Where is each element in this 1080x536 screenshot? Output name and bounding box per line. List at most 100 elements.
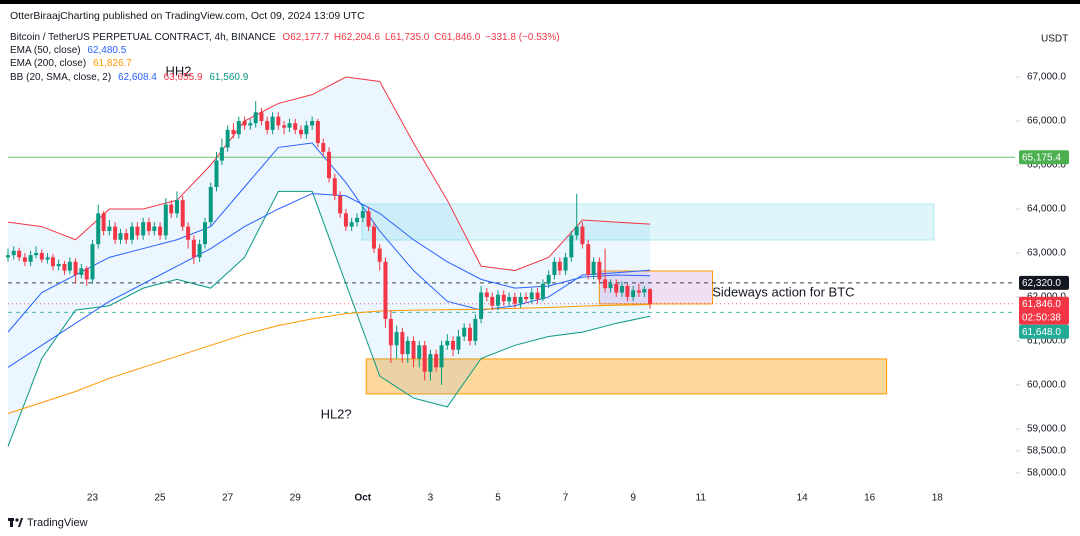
- candle-body: [495, 294, 500, 306]
- price-label: 61,648.0: [1022, 327, 1061, 338]
- candle-body: [6, 255, 10, 258]
- x-tick-label: 18: [932, 493, 944, 504]
- candle-body: [462, 327, 467, 337]
- x-tick-label: 27: [222, 493, 234, 504]
- price-label-box: [1019, 324, 1069, 339]
- candle-body: [377, 248, 382, 262]
- candle-body: [501, 294, 506, 302]
- candle-body: [208, 186, 213, 223]
- candle-body: [434, 354, 439, 368]
- candle-body: [186, 226, 191, 240]
- zone: [361, 203, 935, 241]
- candle-body: [321, 143, 326, 152]
- price-label: 62,320.0: [1022, 278, 1061, 289]
- candle-body: [512, 296, 517, 304]
- plot: 67,000.0 66,000.0 65,000.0 64,000.0 63,000.0…: [6, 63, 1069, 504]
- candle-body: [219, 147, 224, 161]
- candle-body: [287, 123, 292, 128]
- candle-body: [152, 226, 157, 231]
- candle-body: [405, 340, 410, 355]
- x-tick-label: 11: [696, 493, 707, 504]
- candle-body: [50, 257, 55, 267]
- annotation: HH2: [165, 63, 191, 78]
- candle-body: [265, 121, 270, 130]
- bb-band: [7, 76, 651, 272]
- bb-fill: [8, 77, 651, 447]
- candle-body: [603, 279, 608, 289]
- candle-body: [597, 261, 602, 280]
- candle-body: [563, 257, 568, 271]
- x-tick-label: 23: [87, 493, 99, 504]
- candle-body: [529, 292, 534, 300]
- candle-body: [608, 283, 613, 289]
- candle-body: [17, 250, 22, 258]
- candle-body: [253, 112, 258, 124]
- candle-body: [225, 129, 230, 148]
- candle-body: [124, 233, 129, 240]
- annotation: HL2?: [321, 406, 352, 421]
- candle-body: [524, 296, 529, 300]
- candle-body: [163, 204, 168, 236]
- countdown: 02:50:38: [1022, 312, 1061, 323]
- candle-body: [467, 327, 472, 341]
- price-label: 65,175.4: [1022, 152, 1061, 163]
- ohlc: O62,177.7: [282, 32, 330, 43]
- candle-body: [197, 244, 202, 258]
- bb-band: [7, 190, 651, 447]
- candle-body: [270, 116, 275, 130]
- x-tick-label: 7: [563, 493, 569, 504]
- candle-body: [34, 252, 39, 256]
- candle-body: [118, 233, 123, 240]
- candle-body: [349, 222, 354, 227]
- candle-body: [248, 123, 253, 126]
- symbol-legend: Bitcoin / TetherUS PERPETUAL CONTRACT, 4…: [10, 32, 564, 43]
- y-tick-label: 58,000.0: [1027, 467, 1066, 478]
- candle-body: [146, 222, 151, 231]
- candle-body: [293, 123, 298, 130]
- candle-body: [343, 213, 348, 227]
- candle-body: [428, 354, 433, 372]
- legend-value: 62,608.4: [117, 72, 157, 83]
- candle-body: [411, 340, 416, 359]
- candle-body: [648, 289, 653, 304]
- y-tick-label: 59,000.0: [1027, 424, 1066, 435]
- y-tick-label: 64,000.0: [1027, 204, 1066, 215]
- candle-body: [327, 151, 332, 179]
- candle-body: [101, 213, 106, 231]
- candle-body: [56, 263, 61, 267]
- candle-body: [203, 222, 208, 245]
- legend-value: 62,480.5: [87, 45, 127, 56]
- candle-body: [73, 261, 78, 275]
- candle-body: [22, 257, 27, 262]
- candle-body: [580, 226, 585, 245]
- legend-name: EMA (50, close): [10, 45, 81, 56]
- ohlc: C61,846.0: [434, 32, 481, 43]
- candle-body: [518, 296, 523, 304]
- candle-body: [310, 121, 315, 126]
- publisher: OtterBiraajCharting published on Trading…: [10, 10, 365, 22]
- candle-body: [298, 129, 303, 135]
- candle-body: [642, 289, 647, 293]
- x-tick-label: Oct: [354, 493, 371, 504]
- candle-body: [484, 292, 489, 297]
- legend-value: 61,826.7: [92, 58, 132, 69]
- candle-body: [276, 116, 281, 126]
- legend-name: BB (20, SMA, close, 2): [10, 72, 112, 83]
- ohlc: L61,735.0: [384, 32, 430, 43]
- candle-body: [11, 250, 16, 256]
- candle-body: [540, 283, 545, 300]
- candle-body: [631, 290, 636, 297]
- candle-body: [636, 290, 641, 293]
- candle-body: [282, 125, 287, 128]
- legend-value: 61,560.9: [209, 72, 249, 83]
- candle-body: [625, 285, 630, 297]
- price-label-box: [1019, 150, 1069, 165]
- y-tick-label: 61,000.0: [1027, 336, 1066, 347]
- candle-body: [158, 226, 163, 236]
- candle-body: [473, 318, 478, 341]
- candle-body: [422, 345, 427, 372]
- candle-body: [490, 296, 495, 306]
- candle-body: [130, 226, 135, 240]
- candle-body: [315, 121, 320, 144]
- candle-body: [535, 292, 540, 300]
